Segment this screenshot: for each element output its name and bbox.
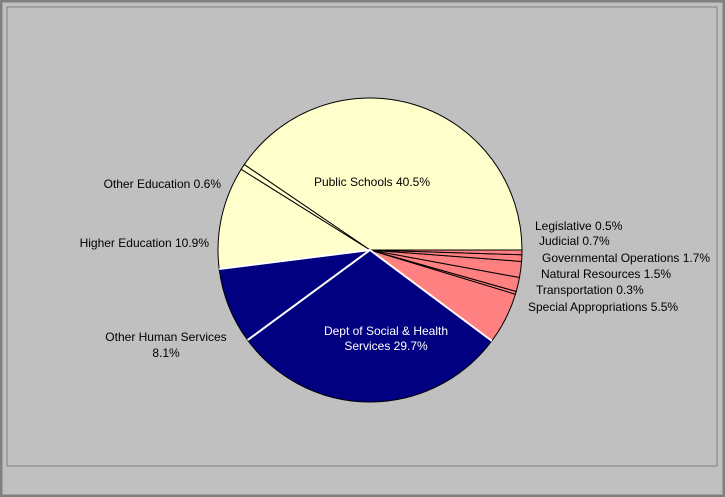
slice-label-transportation: Transportation 0.3% (536, 283, 644, 297)
slice-label-governmental-operations: Governmental Operations 1.7% (542, 251, 710, 265)
pie-slice-dept-of-social-health-services (246, 249, 493, 403)
slice-label-judicial: Judicial 0.7% (539, 234, 610, 248)
slice-label-other-education: Other Education 0.6% (104, 177, 222, 191)
slice-label-public-schools: Public Schools 40.5% (314, 175, 430, 189)
slice-label-other-human-services: Other Human Services 8.1% (105, 330, 226, 360)
slice-separator (219, 249, 371, 271)
pie-slices (217, 97, 523, 403)
slice-label-natural-resources: Natural Resources 1.5% (541, 267, 671, 281)
pie-slice-legislative (369, 249, 523, 256)
slice-label-dept-of-social-health-services: Dept of Social & Health Services 29.7% (324, 324, 448, 353)
slice-label-special-appropriations: Special Appropriations 5.5% (528, 300, 678, 314)
slice-separator (369, 249, 493, 342)
slice-label-higher-education: Higher Education 10.9% (80, 236, 210, 250)
slice-label-legislative: Legislative 0.5% (535, 219, 623, 233)
plot-area-border (6, 6, 718, 467)
pie-slice-public-schools (243, 97, 523, 251)
slice-labels: Public Schools 40.5% Other Education 0.6%… (80, 175, 711, 360)
slice-separator (246, 249, 371, 341)
pie-slice-higher-education (217, 168, 372, 270)
